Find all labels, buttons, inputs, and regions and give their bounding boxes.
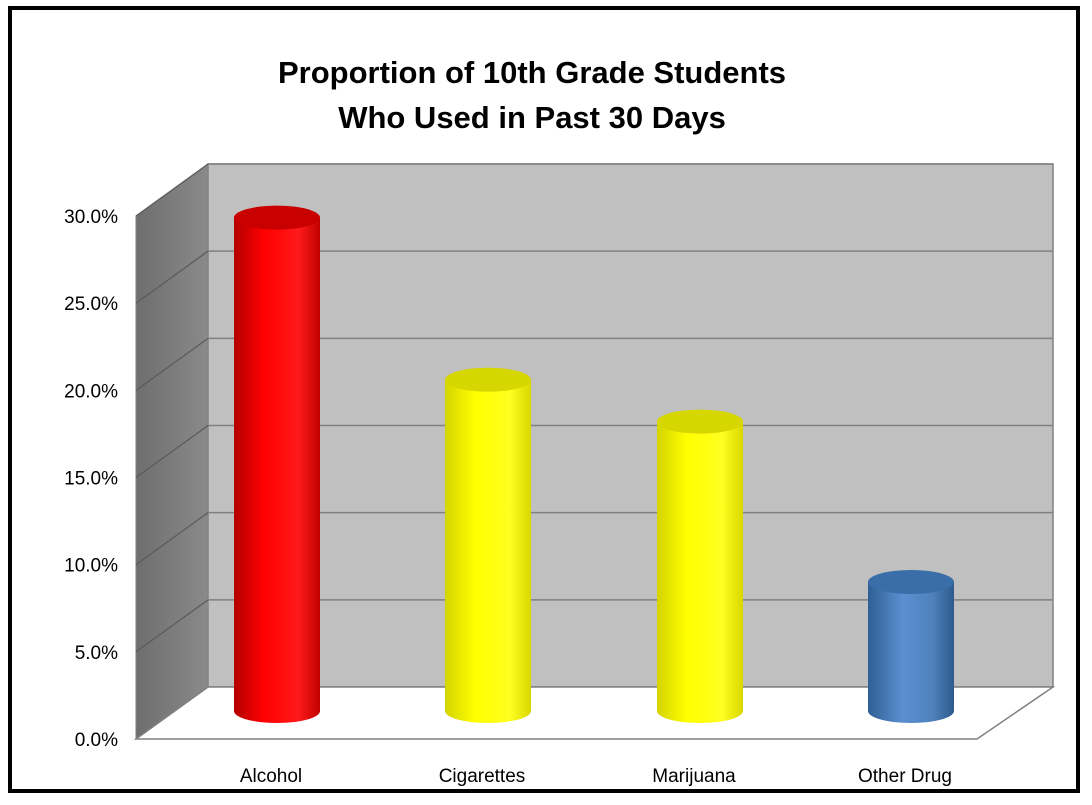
x-category-label: Alcohol: [240, 766, 302, 787]
y-tick-label: 20.0%: [64, 381, 118, 402]
y-tick-label: 30.0%: [64, 207, 118, 228]
bar-marijuana: [657, 421, 743, 723]
bar-top-cap: [234, 205, 320, 230]
y-tick-label: 10.0%: [64, 556, 118, 577]
bar-top-cap: [657, 409, 743, 434]
side-gridline: [135, 337, 209, 391]
x-category-label: Cigarettes: [439, 766, 526, 787]
y-tick-label: 15.0%: [64, 469, 118, 490]
y-tick-label: 0.0%: [75, 730, 118, 751]
side-gridline: [135, 512, 209, 566]
bar-other-drug: [868, 581, 954, 723]
bar-alcohol: [234, 217, 320, 723]
x-category-label: Marijuana: [652, 766, 736, 787]
side-gridline: [135, 163, 209, 217]
bar-top-cap: [868, 569, 954, 594]
bar-top-cap: [445, 367, 531, 392]
side-gridline: [135, 250, 209, 304]
plot-floor: [133, 686, 1056, 740]
bar-cigarettes: [445, 379, 531, 723]
y-tick-label: 5.0%: [75, 643, 118, 664]
x-category-label: Other Drug: [858, 766, 952, 787]
side-gridline: [135, 425, 209, 478]
y-tick-label: 25.0%: [64, 294, 118, 315]
chart-title-line-1: Proportion of 10th Grade Students: [278, 55, 786, 90]
side-gridline: [135, 599, 209, 653]
chart-title-line-2: Who Used in Past 30 Days: [338, 100, 726, 135]
